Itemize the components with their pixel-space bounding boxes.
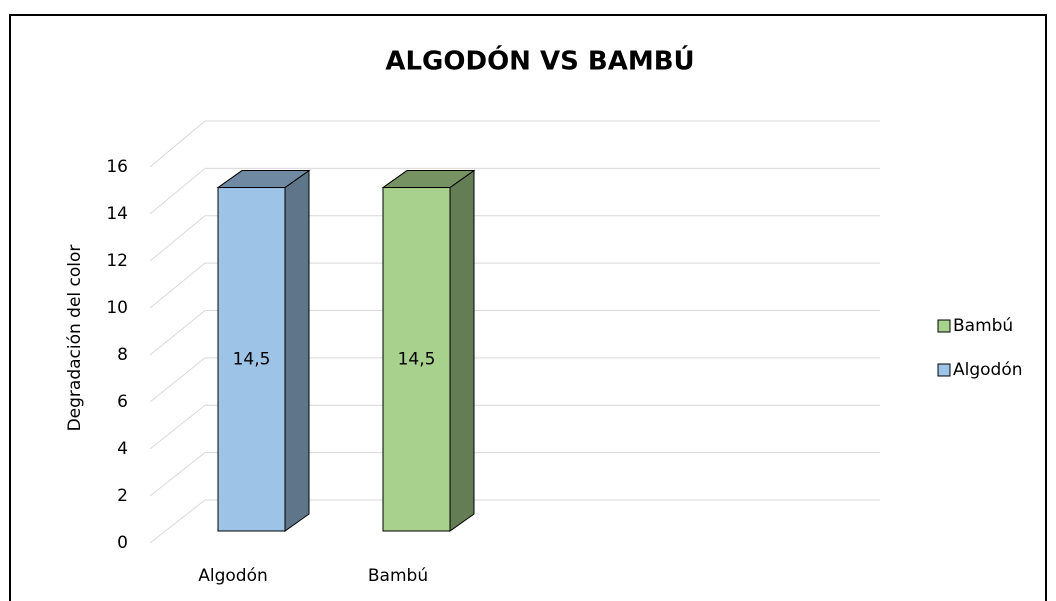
legend-label: Algodón — [953, 360, 1023, 380]
grid-line — [149, 499, 206, 544]
legend-swatch — [937, 319, 951, 333]
chart-title: ALGODÓN VS BAMBÚ — [385, 45, 694, 77]
y-tick-label: 10 — [106, 298, 128, 318]
grid-line — [149, 357, 206, 403]
grid-line — [149, 262, 206, 309]
data-label: 14,5 — [233, 349, 271, 369]
grid-line — [149, 452, 206, 497]
grid-line — [149, 404, 206, 450]
bar — [382, 187, 451, 532]
grid-line — [149, 120, 206, 168]
y-tick-label: 0 — [117, 533, 128, 553]
legend-swatch — [937, 363, 951, 377]
bar — [217, 187, 286, 532]
y-tick-label: 14 — [106, 204, 128, 224]
legend-label: Bambú — [953, 316, 1013, 336]
y-tick-label: 16 — [106, 157, 128, 177]
y-tick-label: 2 — [117, 486, 128, 506]
bar-side — [284, 169, 310, 532]
data-label: 14,5 — [398, 349, 436, 369]
grid-line — [149, 167, 206, 215]
y-tick-label: 4 — [117, 439, 128, 459]
grid-line — [149, 310, 206, 356]
bar-side — [449, 169, 475, 532]
x-tick-label: Bambú — [368, 566, 428, 586]
chart-border — [9, 14, 1047, 601]
x-tick-label: Algodón — [198, 566, 268, 586]
y-tick-label: 6 — [117, 392, 128, 412]
y-tick-label: 8 — [117, 345, 128, 365]
grid-line — [149, 215, 206, 262]
y-axis-title: Degradación del color — [65, 245, 85, 432]
y-tick-label: 12 — [106, 251, 128, 271]
